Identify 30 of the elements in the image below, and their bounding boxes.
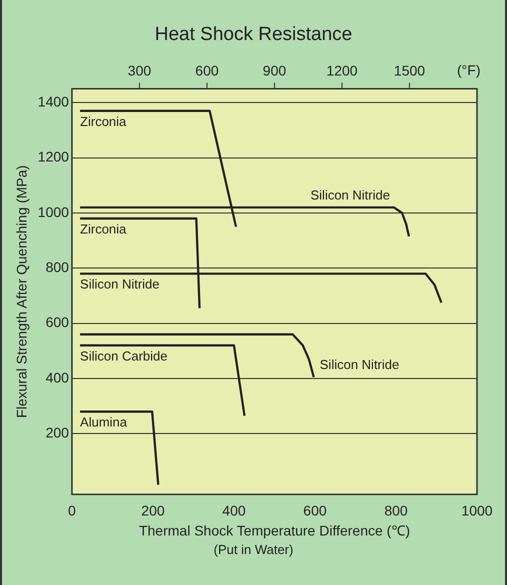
x-tick-label: 1000 <box>461 502 493 519</box>
x-axis-title: Thermal Shock Temperature Difference (℃) <box>138 522 410 538</box>
y-tick-label: 400 <box>46 369 70 386</box>
x-tick-label: 800 <box>384 502 408 519</box>
x2-tick-label: 600 <box>195 62 219 78</box>
x-tick-label: 600 <box>303 502 327 519</box>
x-tick-label: 0 <box>68 502 76 519</box>
y-tick-label: 800 <box>46 259 70 276</box>
series-label: Zirconia <box>80 114 128 129</box>
series-label: Alumina <box>80 414 128 430</box>
series-label: Silicon Nitride <box>310 188 390 203</box>
text: (Put in Water) <box>212 542 294 557</box>
x-tick-label: 400 <box>222 502 246 519</box>
x2-tick-label: 1500 <box>394 62 426 78</box>
y-tick-label: 1200 <box>38 148 70 165</box>
series-label: Silicon Nitride <box>80 276 160 292</box>
y-tick-label: 600 <box>46 314 70 330</box>
y-tick-label: 1400 <box>38 93 70 110</box>
x2-tick-label: 300 <box>128 62 152 78</box>
series-label: Zirconia <box>80 222 128 237</box>
x2-tick-label: 1200 <box>326 62 358 78</box>
y-tick-label: 1000 <box>38 204 70 220</box>
series-label: Silicon Carbide <box>80 348 168 364</box>
x2-axis-title: (°F) <box>457 62 480 78</box>
y-axis-title: Flexural Strength After Quenching (MPa) <box>13 165 30 418</box>
x2-tick-label: 900 <box>262 62 286 78</box>
x-tick-label: 200 <box>141 502 165 519</box>
y-tick-label: 200 <box>46 424 70 441</box>
series-label: Silicon Nitride <box>320 357 400 372</box>
chart-title: Heat Shock Resistance <box>154 24 354 46</box>
